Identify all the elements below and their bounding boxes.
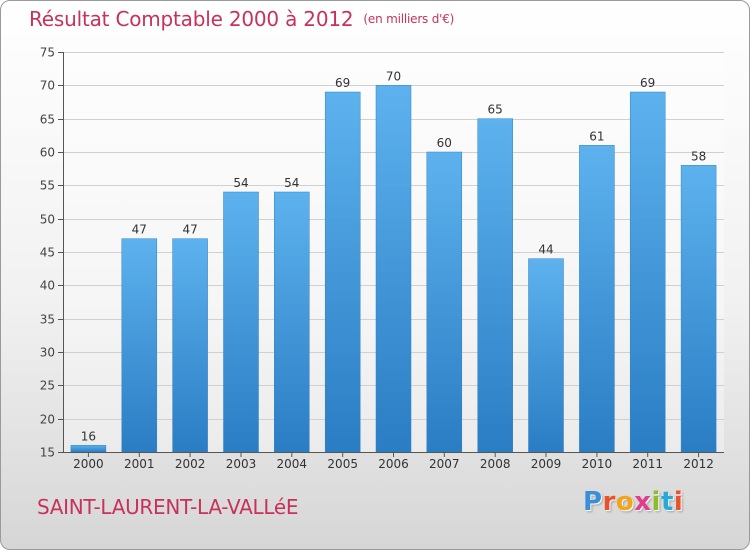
bar bbox=[274, 191, 310, 453]
y-tick-label: 70 bbox=[40, 79, 55, 93]
data-label: 16 bbox=[81, 429, 96, 443]
data-label: 65 bbox=[488, 103, 503, 117]
data-label: 58 bbox=[691, 149, 706, 163]
x-tick-label: 2001 bbox=[124, 457, 155, 471]
x-tick-label: 2002 bbox=[175, 457, 206, 471]
chart-title: Résultat Comptable 2000 à 2012 (en millie… bbox=[29, 7, 454, 31]
data-label: 60 bbox=[437, 136, 452, 150]
x-tick-label: 2010 bbox=[582, 457, 613, 471]
logo-letter: P bbox=[583, 487, 603, 517]
data-label: 61 bbox=[589, 129, 604, 143]
logo-letter: i bbox=[673, 487, 684, 517]
proxiti-logo: Proxiti bbox=[583, 487, 683, 517]
data-label: 69 bbox=[335, 76, 350, 90]
bar bbox=[223, 191, 259, 453]
logo-letter: x bbox=[634, 487, 652, 517]
y-tick-label: 35 bbox=[40, 313, 55, 327]
x-tick-label: 2005 bbox=[327, 457, 358, 471]
x-tick-label: 2011 bbox=[632, 457, 663, 471]
bar bbox=[477, 118, 513, 453]
y-tick-label: 60 bbox=[40, 146, 55, 160]
data-label: 69 bbox=[640, 76, 655, 90]
x-tick-label: 2008 bbox=[480, 457, 511, 471]
data-label: 44 bbox=[538, 243, 553, 257]
y-tick-label: 75 bbox=[40, 46, 55, 60]
y-tick-label: 55 bbox=[40, 179, 55, 193]
y-tick-label: 40 bbox=[40, 279, 55, 293]
y-tick-label: 25 bbox=[40, 379, 55, 393]
chart-title-text: Résultat Comptable 2000 à 2012 bbox=[29, 7, 354, 31]
logo-letter: t bbox=[660, 487, 674, 517]
logo-letter: r bbox=[602, 487, 616, 517]
x-tick-label: 2000 bbox=[73, 457, 104, 471]
bar bbox=[375, 85, 412, 453]
data-label: 54 bbox=[233, 176, 248, 190]
y-tick-label: 45 bbox=[40, 246, 55, 260]
x-tick-label: 2007 bbox=[429, 457, 460, 471]
bar bbox=[70, 445, 107, 453]
logo-letter: i bbox=[651, 487, 661, 517]
data-label: 47 bbox=[132, 223, 147, 237]
bar bbox=[426, 151, 463, 453]
bar bbox=[680, 165, 717, 453]
chart-subtitle: (en milliers d'€) bbox=[363, 12, 455, 26]
bar bbox=[629, 91, 666, 453]
y-tick-label: 65 bbox=[40, 113, 55, 127]
x-tick-label: 2006 bbox=[378, 457, 409, 471]
x-tick-label: 2009 bbox=[531, 457, 562, 471]
data-label: 70 bbox=[386, 69, 401, 83]
bar bbox=[528, 258, 564, 453]
logo-letter: o bbox=[615, 487, 635, 517]
x-tick-label: 2004 bbox=[277, 457, 308, 471]
x-tick-label: 2003 bbox=[226, 457, 257, 471]
data-label: 54 bbox=[284, 176, 299, 190]
x-tick-label: 2012 bbox=[683, 457, 714, 471]
bar bbox=[172, 238, 208, 453]
y-tick-label: 20 bbox=[40, 413, 55, 427]
bar bbox=[579, 145, 615, 453]
data-label: 47 bbox=[182, 223, 197, 237]
bar bbox=[121, 238, 158, 453]
y-tick-label: 15 bbox=[40, 446, 55, 460]
y-tick-label: 30 bbox=[40, 346, 55, 360]
town-name: SAINT-LAURENT-LA-VALLéE bbox=[37, 495, 299, 519]
y-tick-label: 50 bbox=[40, 213, 55, 227]
bar bbox=[324, 91, 361, 453]
